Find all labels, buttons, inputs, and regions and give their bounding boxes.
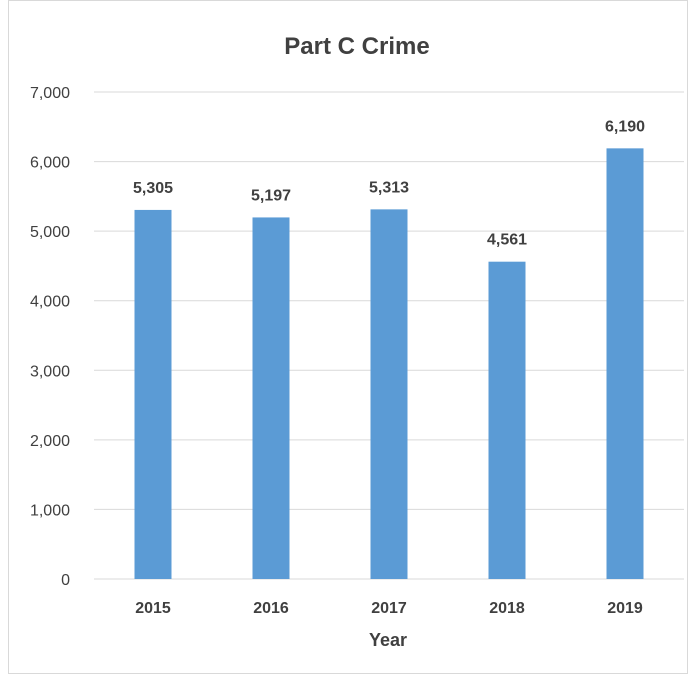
- chart-title: Part C Crime: [284, 33, 429, 60]
- x-axis-title: Year: [369, 630, 407, 650]
- y-tick-label: 2,000: [30, 433, 70, 450]
- data-label: 4,561: [487, 232, 527, 249]
- bars: [134, 148, 644, 580]
- bar-2018: [488, 261, 526, 579]
- x-tick-label: 2018: [489, 600, 525, 617]
- y-tick-label: 0: [61, 572, 70, 589]
- y-tick-label: 5,000: [30, 224, 70, 241]
- y-axis-ticks: 0 1,000 2,000 3,000 4,000 5,000 6,000 7,000: [30, 85, 70, 589]
- y-tick-label: 6,000: [30, 155, 70, 172]
- x-tick-label: 2015: [135, 600, 171, 617]
- x-axis-ticks: 2015 2016 2017 2018 2019: [135, 600, 643, 617]
- y-tick-label: 3,000: [30, 363, 70, 380]
- y-tick-label: 1,000: [30, 502, 70, 519]
- data-label: 5,197: [251, 187, 291, 204]
- bar-2017: [370, 209, 408, 579]
- bar-2019: [606, 148, 644, 580]
- data-label: 5,305: [133, 180, 173, 197]
- x-tick-label: 2016: [253, 600, 289, 617]
- data-label: 5,313: [369, 179, 409, 196]
- chart-frame: [8, 0, 688, 674]
- data-label: 6,190: [605, 118, 645, 135]
- bar-2015: [134, 209, 172, 579]
- bar-2016: [252, 217, 290, 579]
- data-labels: 5,305 5,197 5,313 4,561 6,190: [133, 118, 645, 248]
- x-tick-label: 2019: [607, 600, 643, 617]
- x-tick-label: 2017: [371, 600, 407, 617]
- y-tick-label: 4,000: [30, 294, 70, 311]
- y-tick-label: 7,000: [30, 85, 70, 102]
